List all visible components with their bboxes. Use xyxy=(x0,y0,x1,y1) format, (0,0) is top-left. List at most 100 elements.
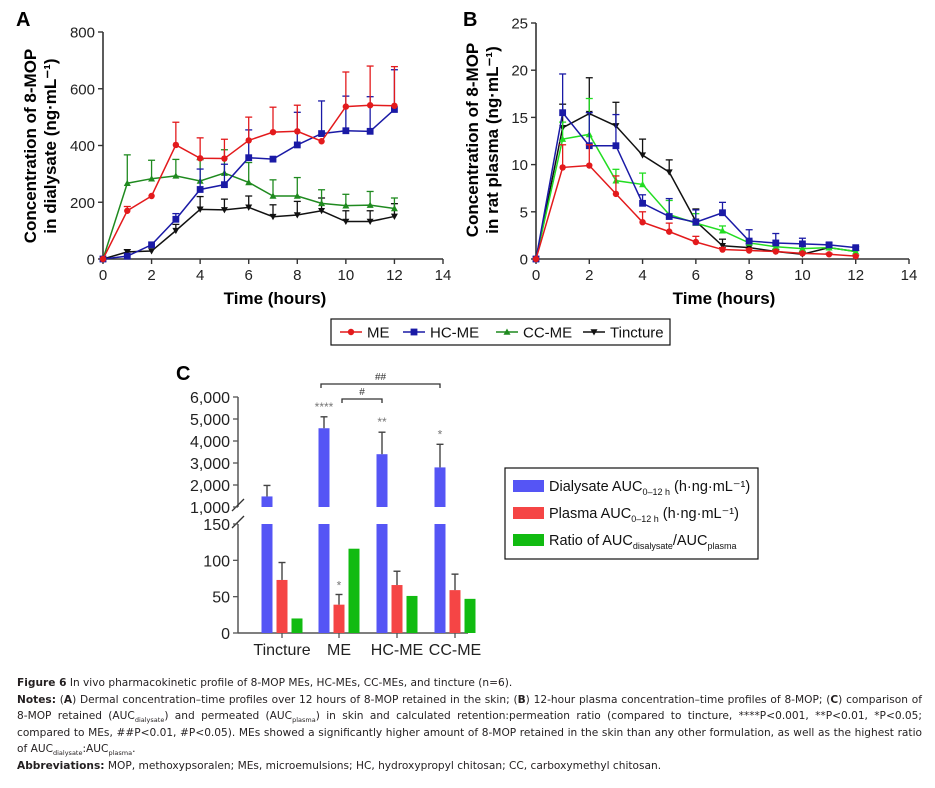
x-tick-label: 14 xyxy=(901,267,918,284)
bar-ratio xyxy=(291,618,303,633)
data-point xyxy=(825,241,833,249)
notes-text: ) 12-hour plasma concentration–time prof… xyxy=(525,693,831,706)
notes-text: ) in skin and calculated retention:perme… xyxy=(17,710,922,755)
data-point xyxy=(196,155,204,162)
y-tick-label: 200 xyxy=(70,195,95,212)
y-tick-label: 100 xyxy=(203,553,230,570)
data-point xyxy=(366,102,374,109)
bar-dialysate-lower xyxy=(434,524,446,633)
significance-marker: * xyxy=(438,427,443,441)
x-tick-label: 4 xyxy=(638,267,646,284)
x-tick-label: 8 xyxy=(745,267,753,284)
x-tick-label: 12 xyxy=(386,267,403,284)
data-point xyxy=(342,218,350,226)
notes-text: ) Dermal concentration–time profiles ove… xyxy=(72,693,518,706)
legend-label: Tincture xyxy=(610,325,664,342)
data-point xyxy=(99,255,107,263)
data-point xyxy=(245,204,253,211)
bar-plasma xyxy=(391,585,403,633)
data-point xyxy=(148,175,156,182)
data-point xyxy=(318,130,325,137)
data-point xyxy=(293,192,301,199)
data-point xyxy=(196,206,204,213)
x-tick-label: 2 xyxy=(585,267,593,284)
bar-dialysate-lower xyxy=(318,524,330,633)
significance-marker: ** xyxy=(377,415,387,429)
caption-title: Figure 6 In vivo pharmacokinetic profile… xyxy=(17,675,922,692)
x-tick-label: HC-ME xyxy=(371,642,423,659)
significance-marker: * xyxy=(337,578,342,592)
data-point xyxy=(639,180,647,188)
data-point xyxy=(665,169,673,176)
caption-notes: Notes: (A) Dermal concentration–time pro… xyxy=(17,692,922,758)
x-tick-label: 12 xyxy=(847,267,864,284)
figure-label: Figure 6 xyxy=(17,677,67,689)
data-point xyxy=(692,238,700,246)
legend-marker xyxy=(503,328,511,335)
abbreviations-label: Abbreviations: xyxy=(17,759,105,772)
x-axis-label-a: Time (hours) xyxy=(224,289,327,308)
y-tick-label: 10 xyxy=(511,157,528,174)
series-me xyxy=(532,144,860,263)
data-point xyxy=(293,212,301,219)
legend-label: ME xyxy=(367,325,390,342)
bar-dialysate-lower xyxy=(261,524,273,633)
data-point xyxy=(342,202,350,209)
bracket-label: # xyxy=(359,387,365,398)
y-tick-label: 15 xyxy=(511,110,528,127)
legend-label: HC-ME xyxy=(430,325,479,342)
notes-ref-a: A xyxy=(63,693,73,706)
bar-dialysate-upper xyxy=(376,454,388,507)
bar-dialysate-upper xyxy=(318,428,330,507)
series-hc-me xyxy=(532,73,860,263)
data-point xyxy=(124,207,131,214)
y-tick-label: 600 xyxy=(70,81,95,98)
figure-title-text: In vivo pharmacokinetic profile of 8-MOP… xyxy=(66,677,513,689)
x-tick-label: 6 xyxy=(692,267,700,284)
data-point xyxy=(245,154,253,162)
bar-plasma xyxy=(333,604,345,633)
panel-label-a: A xyxy=(16,9,30,31)
y-tick-label: 4,000 xyxy=(190,434,230,451)
data-point xyxy=(172,215,180,223)
data-point xyxy=(852,244,860,252)
data-point xyxy=(366,218,374,226)
data-point xyxy=(245,178,253,186)
data-point xyxy=(532,255,540,263)
data-point xyxy=(172,141,180,149)
caption-abbreviations: Abbreviations: MOP, methoxypsoralen; MEs… xyxy=(17,758,922,775)
x-tick-label: 8 xyxy=(293,267,301,284)
x-axis-label-b: Time (hours) xyxy=(673,289,776,308)
notes-ref-b: B xyxy=(517,693,526,706)
series-tincture xyxy=(532,77,860,263)
y-tick-label: 3,000 xyxy=(190,456,230,473)
data-point xyxy=(772,239,780,247)
chart-c: C 1,000 2,000 3,000 4,000 5,000 6,000 0 50 100 15… xyxy=(176,363,759,659)
data-point xyxy=(639,218,646,226)
legend-label: Ratio of AUCdisalysate/AUCplasma xyxy=(549,533,737,551)
notes-text: ) and permeated (AUC xyxy=(164,710,293,722)
data-point xyxy=(123,179,131,187)
y-axis-label-a-line2: in dialysate (ng·mL⁻¹) xyxy=(41,58,60,233)
y-axis-label-b-line2: in rat plasma (ng·mL⁻¹) xyxy=(483,46,502,233)
subscript: dialysate xyxy=(134,716,165,724)
legend-bars-box xyxy=(504,467,759,560)
bar-dialysate-lower xyxy=(376,524,388,633)
bar-ratio xyxy=(464,598,476,633)
data-point xyxy=(799,240,806,248)
data-point xyxy=(586,162,593,169)
data-point xyxy=(220,207,228,214)
data-point xyxy=(666,228,673,235)
data-point xyxy=(366,127,374,135)
data-point xyxy=(772,243,780,250)
data-point xyxy=(799,250,806,257)
data-point xyxy=(269,192,277,199)
data-point xyxy=(612,190,620,198)
data-point xyxy=(719,246,726,253)
x-tick-label: CC-ME xyxy=(429,642,481,659)
legend-label: CC-ME xyxy=(523,325,572,342)
bar-dialysate-upper xyxy=(434,467,446,507)
legend-marker xyxy=(590,329,598,336)
data-point xyxy=(172,227,180,235)
y-tick-label: 2,000 xyxy=(190,478,230,495)
